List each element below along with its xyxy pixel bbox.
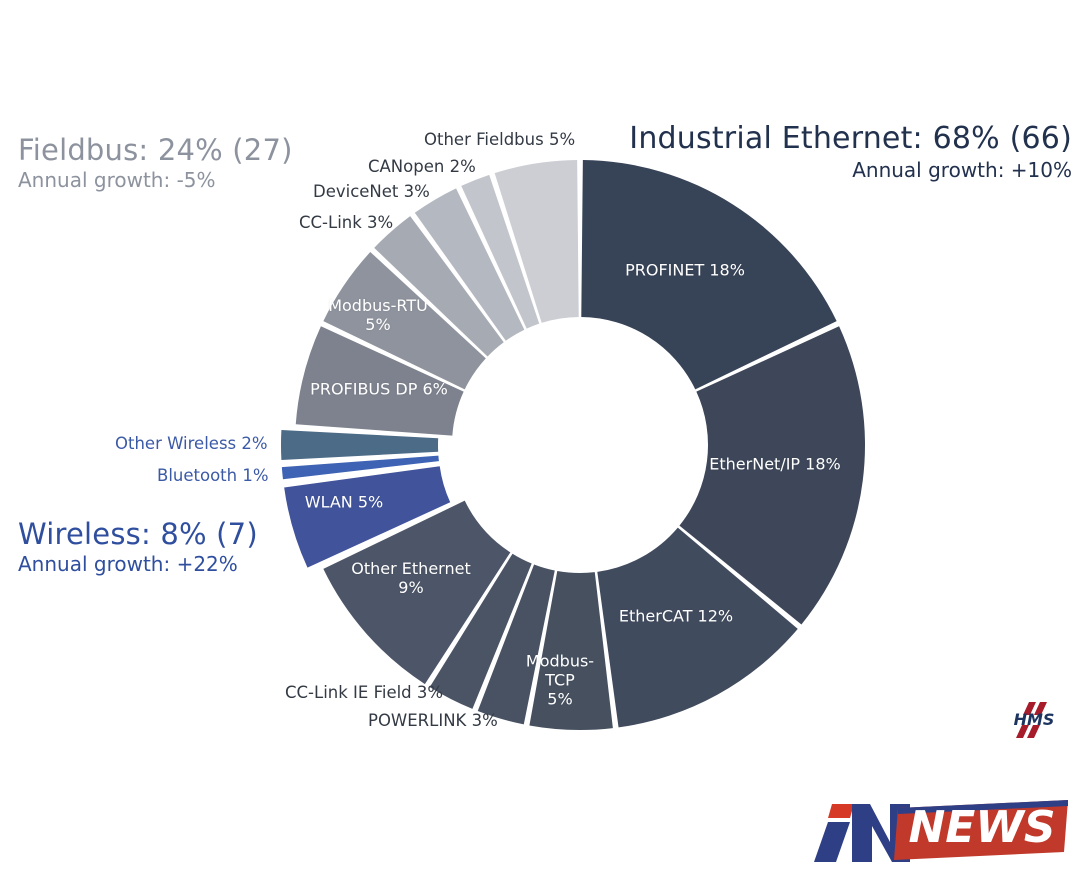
pie-slice-modbus-tcp[interactable] (529, 570, 613, 730)
pie-slice-powerlink[interactable] (477, 564, 555, 725)
pie-slice-other-ethernet[interactable] (323, 500, 511, 685)
slice-label-ethernet-ip: EtherNet/IP 18% (709, 454, 841, 474)
pie-slice-wlan[interactable] (284, 466, 451, 568)
pie-slice-other-fieldbus[interactable] (494, 160, 579, 323)
slice-label-modbus-rtu: Modbus-RTU 5% (328, 296, 428, 334)
callout-label-cc-link-ie-field: CC-Link IE Field 3% (285, 683, 444, 702)
in-news-logo-news-banner (894, 800, 1068, 860)
hms-logo: HMS (1014, 702, 1055, 738)
pie-slice-bluetooth[interactable] (281, 455, 439, 480)
slice-label-profibus-dp: PROFIBUS DP 6% (310, 379, 448, 399)
pie-slice-cc-link[interactable] (374, 216, 504, 357)
pie-slice-ethernet-ip[interactable] (679, 326, 865, 625)
in-news-logo-wordmark: NEWS (908, 802, 1055, 853)
callout-label-other-fieldbus: Other Fieldbus 5% (424, 130, 576, 149)
callout-label-other-wireless: Other Wireless 2% (115, 434, 268, 453)
category-growth-fieldbus: Annual growth: -5% (18, 168, 216, 193)
pie-slice-modbus-rtu[interactable] (323, 251, 486, 390)
category-title-wireless: Wireless: 8% (7) (18, 517, 258, 551)
callout-label-devicenet: DeviceNet 3% (313, 182, 430, 201)
in-news-logo-accent (828, 804, 854, 818)
slice-label-other-ethernet: Other Ethernet 9% (351, 559, 471, 597)
category-title-industrial-ethernet: Industrial Ethernet: 68% (66) (629, 121, 1072, 156)
hms-logo-wordmark: HMS (1014, 710, 1055, 729)
in-news-logo-i (814, 822, 850, 862)
category-heading-fieldbus: Fieldbus: 24% (27) Annual growth: -5% (18, 133, 293, 193)
category-title-fieldbus: Fieldbus: 24% (27) (18, 133, 293, 167)
category-heading-industrial-ethernet: Industrial Ethernet: 68% (66) Annual gro… (629, 121, 1072, 182)
in-news-logo-news-banner-top (898, 800, 1068, 814)
pie-slice-canopen[interactable] (461, 174, 540, 329)
slice-label-wlan: WLAN 5% (304, 492, 384, 512)
callout-label-bluetooth: Bluetooth 1% (157, 466, 269, 485)
hms-logo-bars-bottom (1016, 725, 1040, 738)
slice-label-ethercat: EtherCAT 12% (618, 606, 734, 626)
category-growth-industrial-ethernet: Annual growth: +10% (852, 157, 1072, 182)
callout-label-canopen: CANopen 2% (368, 157, 476, 176)
callout-label-powerlink: POWERLINK 3% (368, 711, 498, 730)
in-news-logo: NEWS (814, 800, 1068, 862)
callout-label-cc-link: CC-Link 3% (299, 213, 394, 232)
pie-slice-profinet[interactable] (581, 160, 837, 390)
pie-slice-profibus-dp[interactable] (295, 326, 464, 436)
slice-label-modbus-tcp: Modbus- TCP 5% (525, 651, 595, 709)
pie-slice-ethercat[interactable] (597, 527, 798, 728)
category-growth-wireless: Annual growth: +22% (18, 552, 238, 577)
hms-logo-bars-top (1023, 702, 1047, 715)
pie-slice-other-wireless[interactable] (281, 429, 439, 461)
slice-label-profinet: PROFINET 18% (625, 260, 745, 280)
pie-slice-cc-link-ie-field[interactable] (429, 553, 532, 709)
category-heading-wireless: Wireless: 8% (7) Annual growth: +22% (18, 517, 258, 577)
pie-slice-devicenet[interactable] (414, 188, 525, 341)
